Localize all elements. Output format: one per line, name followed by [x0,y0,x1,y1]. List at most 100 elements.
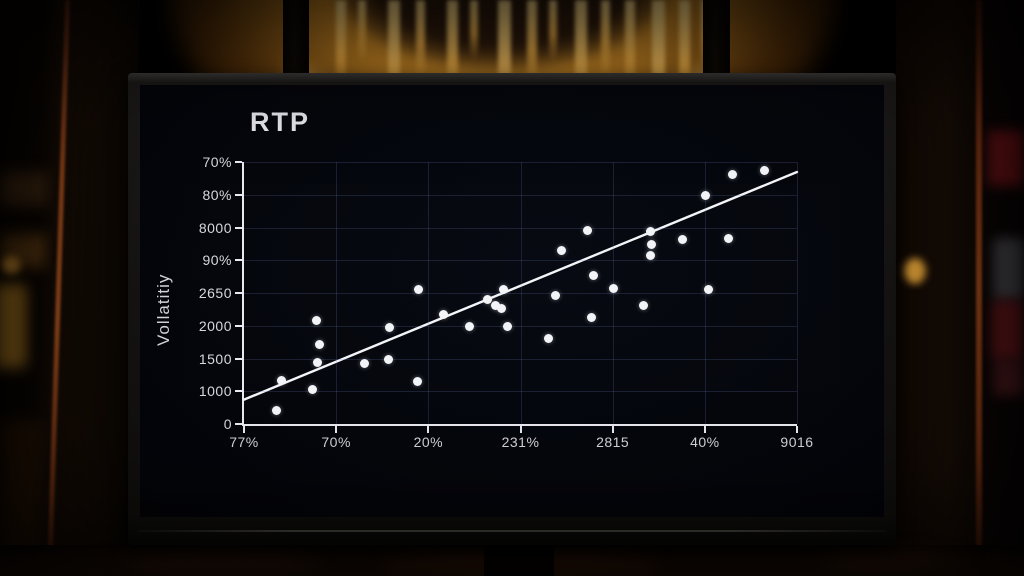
scatter-point [315,340,325,350]
scatter-point [551,291,561,301]
scatter-point [413,284,423,294]
scatter-point [276,375,286,385]
light-streak [679,0,690,122]
y-tick-label: 2650 [198,285,232,301]
h-gridline [244,293,797,294]
scatter-point [645,250,655,260]
scatter-point [313,357,323,367]
x-tick-label: 2815 [596,434,630,450]
x-tick [335,426,338,433]
scatter-point [647,239,657,249]
v-gridline [520,162,522,424]
display-monitor: RTP Vollatitiy 70% 80% 8000 90% 2650 2000 1500… [128,73,896,545]
trendline [244,172,797,400]
x-tick-label: 70% [321,434,351,450]
scatter-point [312,316,322,326]
scatter-point [272,405,282,415]
scatter-point [308,384,318,394]
chart-title: RTP [250,107,310,137]
x-tick-label: 231% [501,434,540,450]
y-tick-label: 80% [202,186,232,203]
y-tick [235,357,242,360]
monitor-screen: RTP Vollatitiy 70% 80% 8000 90% 2650 2000 1500… [140,85,884,517]
x-tick [519,426,522,433]
light-streak [358,0,366,62]
scatter-point [496,304,506,314]
v-gridline [428,162,430,424]
y-tick-label: 0 [223,416,232,432]
h-gridline [244,325,797,327]
h-gridline [244,260,797,262]
y-tick [235,292,242,294]
y-tick [235,259,242,262]
y-tick-label: 1500 [198,350,232,367]
red-glow-signage [988,130,1024,186]
scatter-point [438,310,448,320]
scatter-point [490,301,500,311]
light-streak [336,0,346,95]
y-tick-label: 90% [202,252,232,269]
light-streak [416,0,425,82]
right-pillar-lamp-orb [904,258,926,284]
h-gridline [244,227,797,229]
scatter-point [464,322,474,332]
y-axis-title: Vollatitiy [154,273,173,347]
trendline-layer [244,162,797,424]
right-pillar-lit-edge [976,0,982,576]
red-signage-blur [994,360,1024,396]
red-signage-blur [992,300,1024,360]
scatter-point [608,283,618,293]
scatter-point [704,284,714,294]
scatter-point [700,191,710,201]
scatter-point [413,376,423,386]
x-tick [427,426,430,433]
light-streak [470,0,478,60]
y-tick [235,423,242,425]
y-tick [235,161,242,163]
scatter-point [723,234,733,243]
light-streak [527,0,537,92]
scatter-point [499,284,509,294]
scatter-plot-area: 70% 80% 8000 90% 2650 2000 1500 1000 0 77% 70% 20% 2… [199,154,813,450]
x-tick [243,426,245,433]
v-gridline [612,162,614,424]
h-gridline [244,162,797,163]
light-streak [625,0,635,102]
scatter-point [543,334,553,344]
scatter-point [557,245,567,255]
floor-warm-patch [820,551,970,576]
scatter-point [727,170,737,180]
left-pillar [27,0,141,576]
x-tick-label: 9016 [780,434,814,450]
v-gridline [336,162,338,424]
right-pillar [896,0,982,576]
y-tick-label: 8000 [198,219,232,236]
x-tick [611,426,614,433]
y-tick-label: 70% [202,154,232,170]
y-tick [235,226,242,229]
y-tick [235,193,242,196]
light-streak [601,0,610,80]
h-gridline [244,358,797,360]
scatter-point [587,313,597,323]
scatter-point [588,270,598,280]
floor-warm-patch [120,551,320,576]
v-gridline [797,162,798,424]
scatter-point [384,323,394,333]
h-gridline [244,391,797,393]
x-tick [796,426,798,433]
scatter-point [583,225,593,235]
x-tick-label: 20% [413,434,444,450]
doorway-lamp-orb [2,256,20,274]
scatter-point [760,166,770,176]
h-gridline [244,194,797,196]
y-tick [235,390,242,393]
y-tick-label: 1000 [198,383,232,400]
doorway-bright-patch [0,284,26,368]
y-tick-label: 2000 [198,317,232,334]
y-tick [235,324,242,327]
monitor-stand [484,540,554,576]
scatter-point [360,358,370,368]
x-tick-label: 40% [690,434,720,450]
